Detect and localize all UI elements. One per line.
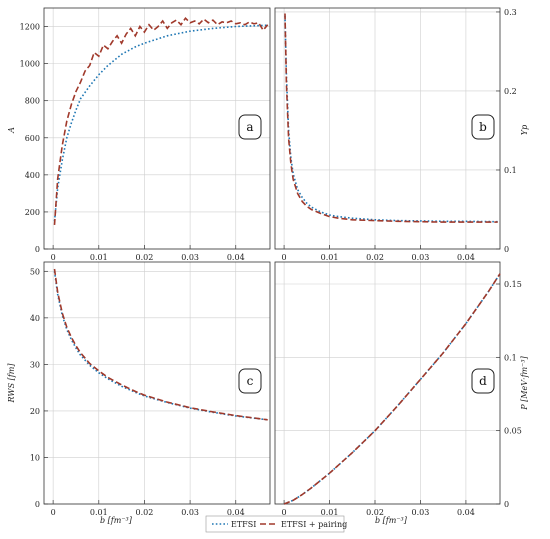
tick-label-x: 0.03 xyxy=(181,253,199,262)
panel-frame xyxy=(43,7,271,250)
panel-badge-label: b xyxy=(479,120,487,134)
tick-label-x: 0.04 xyxy=(457,253,475,262)
panel-badge-frame xyxy=(471,368,495,394)
legend: ETFSI ETFSI + pairing xyxy=(205,515,347,533)
panel-b: 0 0.01 0.02 0.03 0.04 0 0.1 0.2 0.3 Yp b xyxy=(274,7,529,262)
series-line-etfsi xyxy=(284,15,498,223)
panel-frame xyxy=(274,7,501,250)
tick-label-x: 0.02 xyxy=(136,253,154,262)
series-line-etfsi-pairing xyxy=(284,13,498,223)
series-line-etfsi-pairing xyxy=(283,273,501,505)
tick-label-x: 0.01 xyxy=(90,253,108,262)
panel-a: 0 0.01 0.02 0.03 0.04 0 200 400 600 800 1000 1200 A a xyxy=(7,7,271,262)
tick-label-x: 0.04 xyxy=(227,253,245,262)
tick-label-y: 0 xyxy=(504,500,509,509)
panel-c: 0 0.01 0.02 0.03 0.04 0 10 20 30 40 50 RWS [fm] c xyxy=(7,261,271,517)
tick-label-y: 0 xyxy=(35,500,40,509)
tick-label-y: 0.2 xyxy=(504,87,517,96)
tick-label-x: 0.01 xyxy=(321,253,339,262)
series-line-etfsi xyxy=(283,273,501,505)
tick-label-x: 0.03 xyxy=(412,508,430,517)
panel-badge-label: a xyxy=(246,120,253,134)
tick-label-y: 600 xyxy=(25,134,40,143)
x-axis-label-right: b [fm⁻³] xyxy=(375,516,408,525)
x-axis-label-left: b [fm⁻³] xyxy=(100,516,133,525)
tick-label-y: 1200 xyxy=(20,23,40,32)
series-line-etfsi xyxy=(53,24,268,222)
panel-badge-label: c xyxy=(247,374,254,388)
tick-label-y: 40 xyxy=(30,314,40,323)
panel-frame xyxy=(274,261,501,505)
panel-badge-frame xyxy=(471,114,495,140)
tick-label-y: 200 xyxy=(25,208,40,217)
series-line-etfsi-pairing xyxy=(53,268,268,421)
tick-label-y: 30 xyxy=(30,360,40,369)
legend-label-etfsi: ETFSI xyxy=(231,520,256,529)
tick-label-x: 0.03 xyxy=(412,253,430,262)
tick-label-y: 0.15 xyxy=(504,280,522,289)
y-axis-label: RWS [fm] xyxy=(7,363,16,404)
tick-label-y: 0.1 xyxy=(504,166,517,175)
tick-label-x: 0.04 xyxy=(457,508,475,517)
tick-label-y: 10 xyxy=(30,453,40,462)
tick-label-y: 20 xyxy=(30,407,40,416)
panel-badge-frame xyxy=(238,368,262,394)
tick-label-x: 0.04 xyxy=(227,508,245,517)
panel-badge-frame xyxy=(238,114,262,140)
tick-label-x: 0.02 xyxy=(136,508,154,517)
tick-label-y: 800 xyxy=(25,97,40,106)
tick-label-y: 0 xyxy=(504,245,509,254)
legend-label-pairing: ETFSI + pairing xyxy=(281,520,347,529)
y-axis-label: Yp xyxy=(520,125,529,135)
tick-label-y: 0.3 xyxy=(504,8,517,17)
tick-label-x: 0.03 xyxy=(181,508,199,517)
tick-label-x: 0 xyxy=(51,508,56,517)
series-line-etfsi-pairing xyxy=(53,16,269,225)
tick-label-y: 0 xyxy=(35,245,40,254)
panel-d: 0 0.01 0.02 0.03 0.04 0 0.05 0.1 0.15 P [MeV·fm⁻³… xyxy=(274,261,529,517)
panel-badge-label: d xyxy=(479,374,487,388)
y-axis-label: A xyxy=(7,127,16,134)
tick-label-x: 0.02 xyxy=(366,253,384,262)
tick-label-x: 0.01 xyxy=(321,508,339,517)
tick-label-y: 1000 xyxy=(20,60,40,69)
tick-label-x: 0.02 xyxy=(366,508,384,517)
y-axis-label: P [MeV·fm⁻³] xyxy=(520,355,529,410)
tick-label-y: 0.05 xyxy=(504,427,522,436)
tick-label-x: 0.01 xyxy=(90,508,108,517)
tick-label-y: 50 xyxy=(30,267,40,276)
tick-label-y: 0.1 xyxy=(504,353,517,362)
tick-label-y: 400 xyxy=(25,171,40,180)
tick-label-x: 0 xyxy=(282,253,287,262)
panel-frame xyxy=(43,261,271,505)
tick-label-x: 0 xyxy=(282,508,287,517)
tick-label-x: 0 xyxy=(51,253,56,262)
